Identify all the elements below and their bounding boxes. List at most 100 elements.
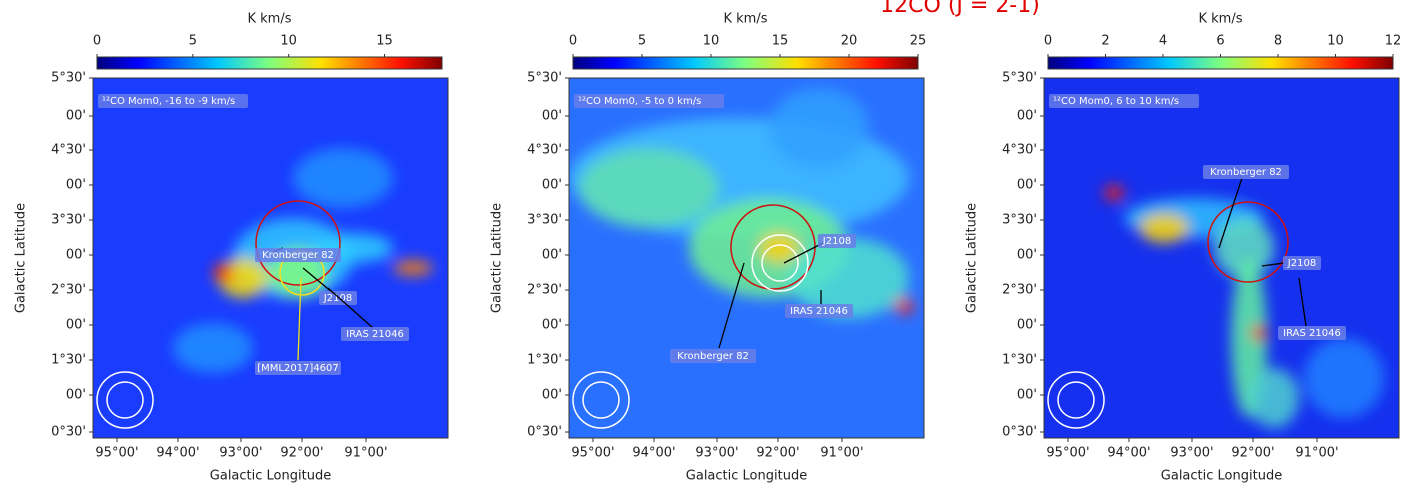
annotation-box (255, 248, 341, 262)
emission-blob (213, 263, 233, 283)
colorbar-tick-label: 5 (189, 34, 197, 49)
emission-blob (894, 298, 914, 314)
annotation-arrow (718, 262, 745, 349)
emission-blob (1251, 325, 1267, 341)
region-circle (751, 234, 809, 292)
region-circle (761, 244, 799, 282)
beam-circle (96, 371, 154, 429)
annotation: Kronberger 82 (677, 351, 749, 362)
annotation: Kronberger 82 (1210, 167, 1282, 178)
beam-circle (582, 381, 620, 419)
emission-blob (769, 88, 869, 168)
x-tick-label: 91°00' (344, 446, 387, 461)
colorbar-tick-label: 12 (1385, 34, 1401, 49)
colorbar-label: K km/s (247, 12, 291, 27)
colorbar-tick-label: 15 (772, 34, 789, 49)
x-tick-label: 93°00' (695, 446, 738, 461)
annotation: J2108 (822, 236, 851, 247)
panel-label: ¹²CO Mom0, -5 to 0 km/s (578, 96, 701, 107)
x-tick-label: 92°00' (756, 446, 799, 461)
emission-blob (1249, 368, 1299, 428)
y-tick-label: 0°30' (527, 425, 562, 440)
y-tick-label: 00' (1017, 318, 1037, 333)
y-tick-label: 0°30' (1002, 425, 1037, 440)
x-tick-label: 94°00' (632, 446, 675, 461)
colorbar-tick-label: 0 (1044, 34, 1052, 49)
beam-circle (1047, 371, 1105, 429)
emission-blob (1304, 338, 1384, 418)
colorbar-tick-label: 0 (93, 34, 101, 49)
y-axis-label: Galactic Latitude (490, 203, 505, 313)
annotation: IRAS 21046 (1283, 328, 1341, 339)
x-tick-label: 95°00' (95, 446, 138, 461)
x-tick-label: 94°00' (1107, 446, 1150, 461)
y-tick-label: 00' (1017, 248, 1037, 263)
y-axis-label: Galactic Latitude (965, 203, 980, 313)
beam-circle (106, 381, 144, 419)
colorbar-tick-label: 10 (1327, 34, 1344, 49)
annotation: Kronberger 82 (262, 250, 334, 261)
annotation-arrow (1298, 277, 1307, 327)
emission-blob (173, 323, 253, 373)
y-tick-label: 00' (66, 318, 86, 333)
x-tick-label: 93°00' (1170, 446, 1213, 461)
annotation: J2108 (1287, 258, 1316, 269)
map-frame (92, 77, 449, 439)
x-tick-label: 94°00' (156, 446, 199, 461)
x-axis-label: Galactic Longitude (210, 469, 331, 484)
map-image (569, 78, 924, 438)
annotation: IRAS 21046 (346, 329, 404, 340)
x-tick-label: 92°00' (280, 446, 323, 461)
y-tick-label: 2°30' (51, 283, 86, 298)
colorbar-tick-label: 8 (1274, 34, 1282, 49)
panel-label: ¹²CO Mom0, -16 to -9 km/s (102, 96, 235, 107)
annotation: [MML2017]4607 (257, 363, 339, 374)
figure-title: 12CO (J = 2-1) (880, 0, 1040, 18)
beam-circle (1057, 381, 1095, 419)
colorbar-tick-label: 10 (703, 34, 720, 49)
colorbar-tick-label: 20 (841, 34, 858, 49)
y-tick-label: 00' (542, 248, 562, 263)
y-tick-label: 00' (66, 248, 86, 263)
panel: K km/s 0 5 10 15 ¹²CO Mom0, -16 to -9 km/s Kro… (14, 12, 449, 484)
colorbar-tick-label: 5 (638, 34, 646, 49)
y-tick-label: 00' (542, 388, 562, 403)
panel-label-box (98, 94, 248, 108)
annotation-box (785, 304, 853, 318)
y-tick-label: 1°30' (51, 353, 86, 368)
y-tick-label: 4°30' (51, 143, 86, 158)
y-tick-label: 3°30' (527, 213, 562, 228)
region-circle (255, 200, 341, 286)
annotation: J2108 (323, 293, 352, 304)
annotation-box (818, 234, 856, 248)
panel-label-box (1049, 94, 1199, 108)
colorbar-tick-label: 2 (1101, 34, 1109, 49)
emission (1104, 185, 1384, 428)
y-tick-label: 2°30' (527, 283, 562, 298)
emission-blob (1139, 213, 1189, 243)
x-axis-label: Galactic Longitude (1161, 469, 1282, 484)
panel-label-box (574, 94, 724, 108)
annotation-arrow (1261, 262, 1285, 267)
y-tick-label: 5°30' (1002, 71, 1037, 86)
x-tick-label: 95°00' (571, 446, 614, 461)
emission-blob (759, 233, 799, 263)
annotation-box (670, 349, 756, 363)
y-tick-label: 4°30' (1002, 143, 1037, 158)
annotation-box (341, 327, 409, 341)
annotation-arrow (783, 242, 824, 264)
y-tick-label: 5°30' (51, 71, 86, 86)
x-tick-label: 93°00' (219, 446, 262, 461)
y-tick-label: 1°30' (527, 353, 562, 368)
y-tick-label: 00' (542, 318, 562, 333)
colorbar (1047, 56, 1394, 70)
annotation-box (1278, 326, 1346, 340)
annotation-box (1203, 165, 1289, 179)
map-frame (568, 77, 925, 439)
emission-blob (393, 260, 433, 276)
y-tick-label: 00' (542, 178, 562, 193)
beam-circle (572, 371, 630, 429)
annotation: IRAS 21046 (790, 306, 848, 317)
annotation-arrow (297, 277, 302, 361)
emission-blob (1104, 185, 1124, 201)
